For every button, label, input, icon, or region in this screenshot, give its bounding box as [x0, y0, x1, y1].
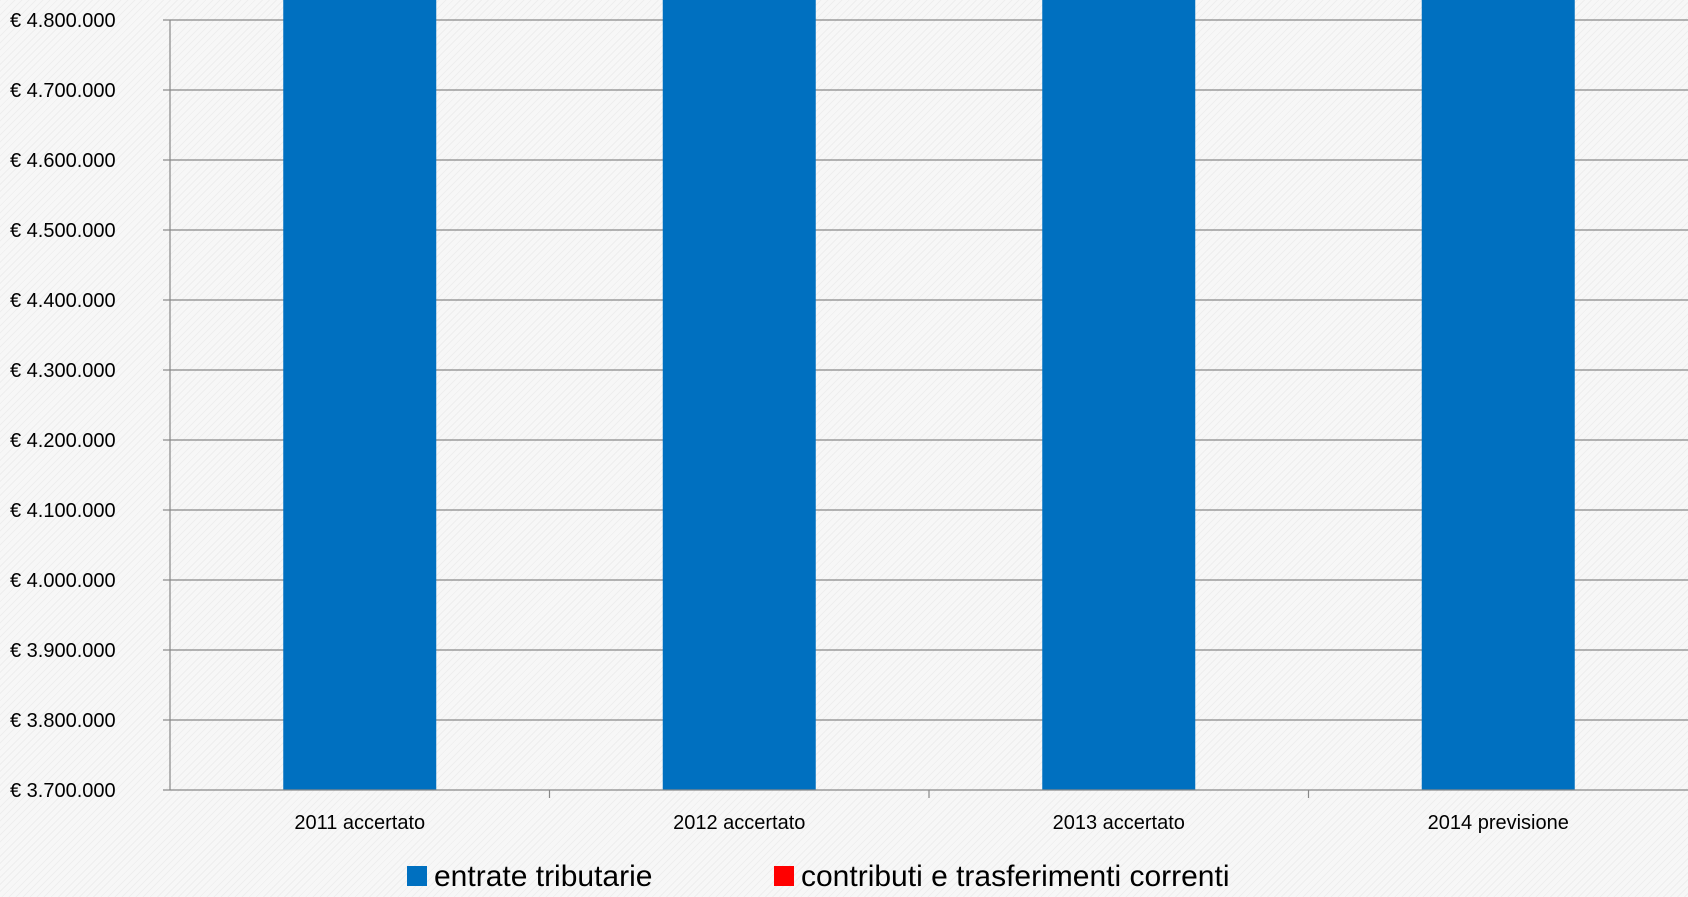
legend-label-entrate-tributarie: entrate tributarie: [434, 860, 652, 893]
x-tick-label: 2011 accertato: [294, 812, 425, 834]
x-tick-label: 2013 accertato: [1053, 812, 1185, 834]
y-tick-label: € 4.700.000: [10, 80, 116, 102]
y-tick-label: € 4.600.000: [10, 150, 116, 172]
y-tick-label: € 4.800.000: [10, 10, 116, 32]
y-axis-tick-labels: € 3.700.000 € 3.800.000 € 3.900.000 € 4.000…: [10, 10, 116, 802]
legend-label-contributi-trasferimenti: contributi e trasferimenti correnti: [801, 860, 1230, 893]
bar-entrate-tributarie: [662, 0, 816, 790]
bars: [283, 0, 1575, 790]
y-tick-label: € 4.300.000: [10, 360, 116, 382]
axes: [169, 20, 1688, 798]
y-tick-label: € 4.500.000: [10, 220, 116, 242]
legend: entrate tributarie contributi e trasferi…: [407, 860, 1230, 893]
x-tick-label: 2012 accertato: [673, 812, 805, 834]
legend-swatch-entrate-tributarie: [407, 866, 427, 886]
legend-swatch-contributi-trasferimenti: [774, 866, 794, 886]
bar-entrate-tributarie: [1042, 0, 1196, 790]
x-axis-tick-labels: 2011 accertato 2012 accertato 2013 accerta…: [294, 812, 1569, 834]
y-tick-label: € 3.700.000: [10, 780, 116, 802]
y-tick-label: € 3.900.000: [10, 640, 116, 662]
y-tick-label: € 4.400.000: [10, 290, 116, 312]
y-tick-label: € 4.200.000: [10, 430, 116, 452]
y-tick-label: € 3.800.000: [10, 710, 116, 732]
bar-entrate-tributarie: [1421, 0, 1575, 790]
bar-entrate-tributarie: [283, 0, 437, 790]
y-tick-label: € 4.000.000: [10, 570, 116, 592]
y-tick-label: € 4.100.000: [10, 500, 116, 522]
x-tick-label: 2014 previsione: [1428, 812, 1569, 834]
